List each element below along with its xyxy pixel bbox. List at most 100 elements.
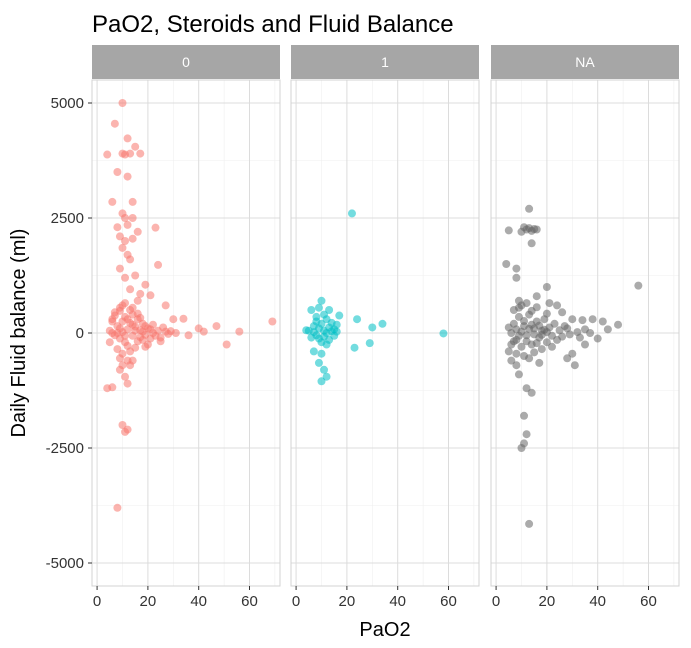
data-point — [527, 239, 536, 248]
data-point — [151, 331, 160, 340]
data-point — [314, 303, 323, 312]
data-point — [123, 134, 132, 143]
data-point — [439, 329, 448, 338]
data-point — [537, 345, 546, 354]
data-point — [320, 310, 329, 319]
data-point — [368, 323, 377, 332]
data-point — [525, 354, 534, 363]
data-point — [532, 225, 541, 234]
data-point — [123, 356, 132, 365]
x-tick-label: 40 — [190, 593, 207, 610]
data-point — [126, 347, 135, 356]
x-tick-label: 40 — [389, 593, 406, 610]
facet-strip-label: NA — [575, 54, 595, 70]
data-point — [212, 322, 221, 331]
data-point — [335, 311, 344, 320]
data-point — [302, 326, 311, 335]
data-point — [115, 264, 124, 273]
data-point — [268, 317, 277, 326]
data-point — [558, 332, 567, 341]
data-point — [320, 365, 329, 374]
data-point — [353, 315, 362, 324]
data-point — [126, 255, 135, 264]
data-point — [169, 315, 178, 324]
data-point — [113, 503, 122, 512]
data-point — [317, 319, 326, 328]
data-point — [307, 306, 316, 314]
data-point — [545, 299, 554, 308]
data-point — [547, 342, 556, 351]
y-tick-label: 0 — [76, 325, 84, 342]
data-point — [598, 317, 607, 326]
x-tick-label: 20 — [140, 593, 157, 610]
facet-strip-label: 1 — [381, 54, 389, 70]
data-point — [128, 320, 137, 329]
data-point — [108, 383, 117, 392]
data-point — [525, 519, 534, 528]
x-axis-title: PaO2 — [359, 619, 410, 641]
facet-panel: NA 0 20 40 60 — [490, 45, 680, 610]
data-point — [517, 342, 526, 351]
data-point — [522, 384, 531, 393]
data-point — [532, 303, 541, 312]
data-point — [199, 327, 208, 336]
data-point — [126, 149, 135, 158]
facet-strip — [92, 45, 280, 79]
data-point — [118, 301, 127, 310]
data-point — [560, 322, 569, 331]
data-point — [171, 329, 180, 337]
data-point — [542, 338, 551, 347]
data-point — [512, 264, 521, 273]
data-point — [365, 339, 374, 348]
data-point — [121, 372, 130, 381]
data-point — [133, 227, 142, 236]
data-point — [520, 317, 529, 326]
data-point — [532, 292, 541, 301]
data-point — [517, 227, 526, 236]
data-point — [575, 333, 584, 342]
x-tick-label: 60 — [440, 593, 457, 610]
x-tick-label: 40 — [589, 593, 606, 610]
data-point — [317, 377, 326, 386]
data-point — [235, 327, 244, 336]
data-point — [332, 320, 341, 329]
data-point — [136, 289, 145, 298]
facet-panel: 0 0 20 40 60 — [91, 45, 281, 610]
data-point — [131, 271, 140, 280]
data-point — [350, 343, 359, 352]
data-point — [542, 328, 551, 337]
data-point — [113, 223, 122, 232]
data-point — [156, 337, 165, 346]
data-point — [527, 388, 536, 397]
data-point — [154, 260, 163, 269]
data-point — [317, 296, 326, 305]
facet-strip-label: 0 — [182, 54, 190, 70]
data-point — [512, 361, 521, 370]
data-point — [118, 99, 127, 107]
data-point — [222, 340, 231, 349]
data-point — [517, 444, 526, 452]
data-point — [550, 319, 559, 328]
data-point — [593, 334, 602, 343]
data-point — [121, 237, 130, 245]
panel-border — [290, 79, 480, 587]
data-point — [563, 354, 572, 363]
data-point — [522, 337, 531, 346]
x-tick-label: 60 — [241, 593, 258, 610]
data-point — [634, 281, 643, 290]
data-point — [146, 291, 155, 300]
data-point — [123, 315, 132, 324]
panel-border — [490, 79, 680, 587]
data-point — [558, 308, 567, 317]
data-point — [578, 316, 587, 325]
data-point — [535, 358, 544, 367]
data-point — [312, 312, 321, 321]
y-tick-label: 2500 — [51, 210, 84, 227]
data-point — [581, 340, 589, 349]
data-point — [151, 223, 160, 232]
y-axis-title: Daily Fluid balance (ml) — [8, 229, 30, 438]
y-tick-label: 5000 — [51, 95, 84, 112]
data-point — [131, 326, 140, 335]
facet-strip — [291, 45, 479, 79]
